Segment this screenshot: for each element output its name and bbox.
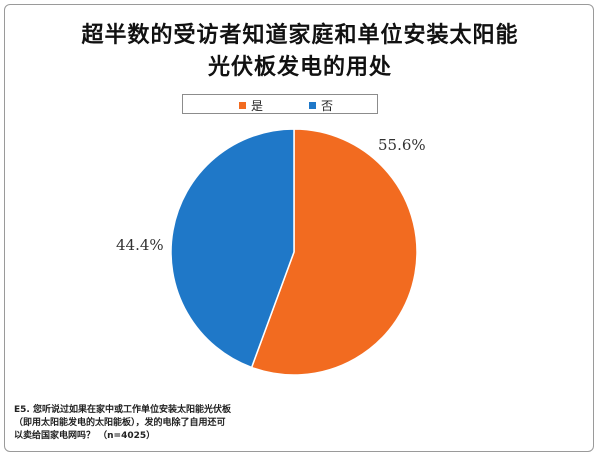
data-label-no: 44.4% [116,236,164,254]
legend-swatch-yes [239,101,246,109]
chart-legend: 是 否 [182,94,378,114]
chart-title-line-1: 超半数的受访者知道家庭和单位安装太阳能 [81,23,519,48]
legend-item-no: 否 [309,97,333,113]
pie-slice-yes [250,128,418,376]
legend-swatch-no [309,101,316,109]
legend-label-no: 否 [321,98,334,113]
pie-slice-no [170,128,295,369]
data-label-yes: 55.6% [378,136,426,154]
footnote-line-3: 以卖给国家电网吗？ （n=4025） [14,431,156,441]
chart-title: 超半数的受访者知道家庭和单位安装太阳能 光伏板发电的用处 [0,20,600,84]
footnote-line-1: E5. 您听说过如果在家中或工作单位安装太阳能光伏板 [14,405,231,415]
legend-label-yes: 是 [251,98,264,113]
chart-frame [4,4,594,452]
footnote-line-2: （即用太阳能发电的太阳能板），发的电除了自用还可 [14,418,226,428]
legend-item-yes: 是 [239,97,263,113]
chart-title-line-2: 光伏板发电的用处 [207,55,392,80]
survey-footnote: E5. 您听说过如果在家中或工作单位安装太阳能光伏板 （即用太阳能发电的太阳能板… [14,404,454,443]
